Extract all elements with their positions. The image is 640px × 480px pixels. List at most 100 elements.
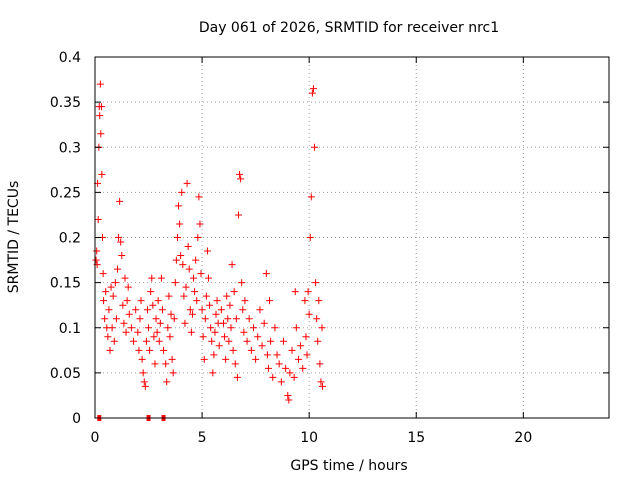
data-point: [143, 306, 151, 314]
data-point: [153, 328, 161, 336]
data-point: [130, 337, 138, 345]
data-point: [140, 378, 148, 386]
data-point: [186, 306, 194, 314]
data-point: [166, 333, 174, 341]
data-point: [317, 378, 325, 386]
data-point: [209, 369, 217, 377]
data-point: [238, 279, 246, 287]
data-point: [307, 193, 315, 201]
data-point: [104, 333, 112, 341]
data-point: [211, 328, 219, 336]
data-point: [151, 360, 159, 368]
data-point: [230, 288, 238, 296]
axis-ticks: [94, 56, 609, 419]
data-point: [291, 288, 299, 296]
data-point: [222, 355, 230, 363]
data-point: [196, 220, 204, 228]
data-point: [302, 333, 310, 341]
data-point: [101, 315, 109, 323]
data-point: [267, 337, 275, 345]
data-point: [139, 369, 147, 377]
y-tick-label: 0.4: [59, 50, 81, 66]
data-point: [178, 188, 186, 196]
data-point: [225, 337, 233, 345]
data-point: [118, 252, 126, 260]
data-point: [125, 310, 133, 318]
data-point: [170, 315, 178, 323]
data-point: [182, 283, 190, 291]
data-point: [188, 310, 196, 318]
data-point: [169, 369, 177, 377]
data-point: [121, 274, 129, 282]
data-point: [279, 337, 287, 345]
data-point: [215, 342, 223, 350]
grid-lines: [95, 57, 609, 418]
x-tick-label: 0: [91, 430, 100, 446]
data-point: [132, 306, 140, 314]
data-point: [171, 279, 179, 287]
data-point: [98, 170, 106, 178]
data-point: [315, 297, 323, 305]
data-point: [277, 378, 285, 386]
data-point: [292, 324, 300, 332]
x-tick-label: 20: [514, 430, 532, 446]
data-point: [299, 364, 307, 372]
data-point: [311, 143, 319, 151]
data-point: [150, 333, 158, 341]
data-point: [193, 297, 201, 305]
data-point: [233, 373, 241, 381]
data-point: [173, 234, 181, 241]
data-point: [206, 301, 214, 309]
data-point: [191, 288, 199, 296]
data-point: [252, 355, 260, 363]
data-point: [177, 252, 185, 260]
data-point: [304, 288, 312, 296]
data-point: [231, 360, 239, 368]
data-point: [119, 301, 127, 309]
data-point: [240, 328, 248, 336]
data-point: [146, 346, 154, 354]
data-point: [96, 112, 104, 120]
data-point: [197, 270, 205, 278]
data-point: [97, 130, 105, 138]
x-tick-label: 10: [300, 430, 318, 446]
data-point: [181, 319, 189, 327]
data-point: [221, 333, 229, 341]
data-point: [290, 373, 298, 381]
y-tick-label: 0.15: [50, 276, 81, 292]
data-point: [155, 337, 163, 345]
data-point: [266, 297, 274, 305]
data-point: [269, 373, 277, 381]
y-tick-label: 0: [72, 411, 81, 427]
data-point: [303, 351, 311, 359]
data-point: [105, 306, 113, 314]
data-point: [228, 261, 236, 269]
data-point: [275, 360, 283, 368]
tick-labels: 0 5 10 15 20 0 0.05 0.1 0.15 0.2 0.25 0.3 0.35 0.4: [50, 50, 532, 446]
data-point: [123, 297, 131, 305]
y-tick-label: 0.25: [50, 185, 81, 201]
data-point: [96, 80, 104, 88]
y-tick-label: 0.35: [50, 95, 81, 111]
data-point: [256, 306, 264, 314]
data-point: [286, 369, 294, 377]
data-point: [113, 265, 121, 273]
data-point: [185, 265, 193, 273]
data-point: [93, 247, 101, 255]
data-point: [127, 324, 135, 332]
data-point: [202, 292, 210, 300]
data-point: [234, 211, 242, 219]
data-point: [97, 103, 105, 111]
y-tick-label: 0.2: [59, 231, 81, 247]
data-point: [254, 333, 262, 341]
data-point: [157, 274, 165, 282]
data-point: [137, 297, 145, 305]
y-axis-label: SRMTID / TECUs: [6, 181, 22, 294]
data-point: [243, 337, 251, 345]
data-point: [107, 283, 115, 291]
data-point: [148, 274, 156, 282]
data-point: [117, 238, 125, 246]
data-point: [284, 391, 292, 399]
data-point: [249, 324, 257, 332]
data-point: [203, 247, 211, 255]
